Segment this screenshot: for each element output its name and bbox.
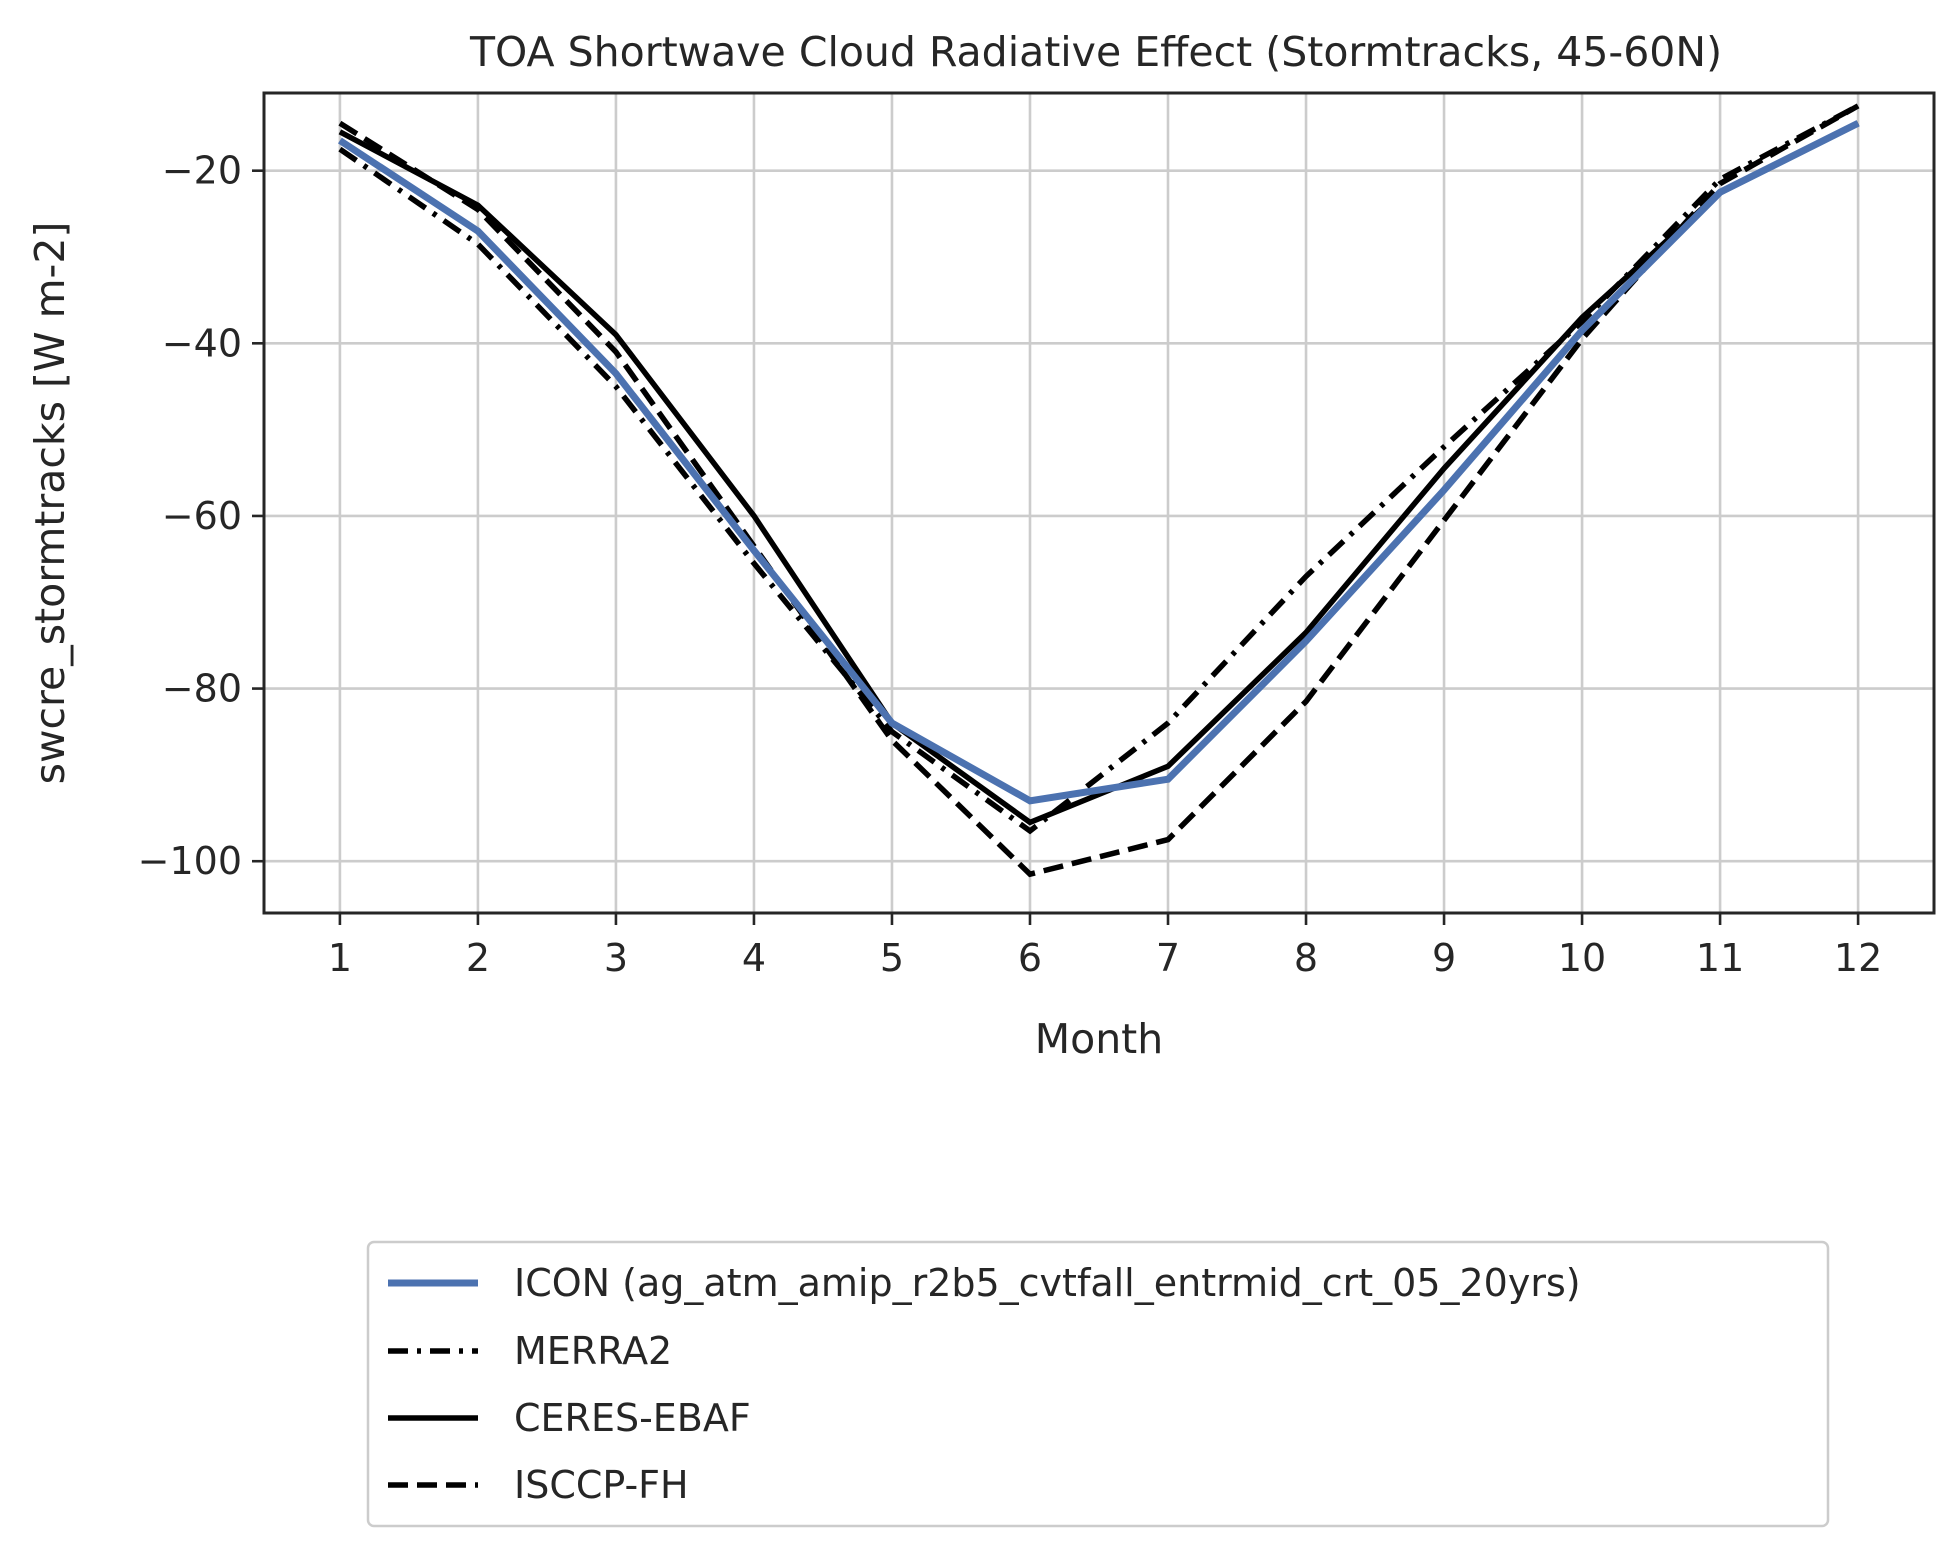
axis-ticks: 1 2 3 4 5 6 7 8 9 10 11 12−20−40−60−80−100 xyxy=(138,149,1883,980)
series-line-ceres-ebaf xyxy=(338,120,1860,826)
y-tick-label: −20 xyxy=(162,149,242,193)
x-tick-label: 9 xyxy=(1432,936,1456,980)
y-tick-label: −40 xyxy=(162,321,242,365)
series-line-icon xyxy=(337,120,1860,805)
legend-label: CERES-EBAF xyxy=(514,1396,751,1440)
legend-label: MERRA2 xyxy=(514,1329,672,1373)
x-tick-label: 5 xyxy=(880,936,904,980)
x-tick-label: 6 xyxy=(1018,936,1042,980)
x-tick-label: 3 xyxy=(604,936,628,980)
y-tick-label: −100 xyxy=(138,839,242,883)
plot-frame xyxy=(262,91,1936,915)
legend: ICON (ag_atm_amip_r2b5_cvtfall_entrmid_c… xyxy=(366,1240,1830,1528)
x-tick-label: 10 xyxy=(1558,936,1606,980)
x-tick-label: 7 xyxy=(1156,936,1180,980)
grid xyxy=(264,93,1934,913)
y-axis-title: swcre_stormtracks [W m-2] xyxy=(26,222,74,785)
x-tick-label: 11 xyxy=(1696,936,1744,980)
legend-frame xyxy=(366,1240,1830,1528)
y-tick-label: −60 xyxy=(162,494,242,538)
x-tick-label: 4 xyxy=(742,936,766,980)
series-line-isccp-fh xyxy=(338,103,1860,878)
x-tick-label: 2 xyxy=(466,936,490,980)
x-tick-label: 1 xyxy=(328,936,352,980)
x-tick-label: 8 xyxy=(1294,936,1318,980)
chart-title: TOA Shortwave Cloud Radiative Effect (St… xyxy=(469,28,1722,76)
x-tick-label: 12 xyxy=(1834,936,1882,980)
legend-label: ICON (ag_atm_amip_r2b5_cvtfall_entrmid_c… xyxy=(514,1261,1581,1305)
x-axis-title: Month xyxy=(1035,1015,1164,1063)
series-layer xyxy=(337,103,1860,878)
y-tick-label: −80 xyxy=(162,667,242,711)
legend-label: ISCCP-FH xyxy=(514,1463,689,1507)
series-line-merra2 xyxy=(338,103,1860,835)
